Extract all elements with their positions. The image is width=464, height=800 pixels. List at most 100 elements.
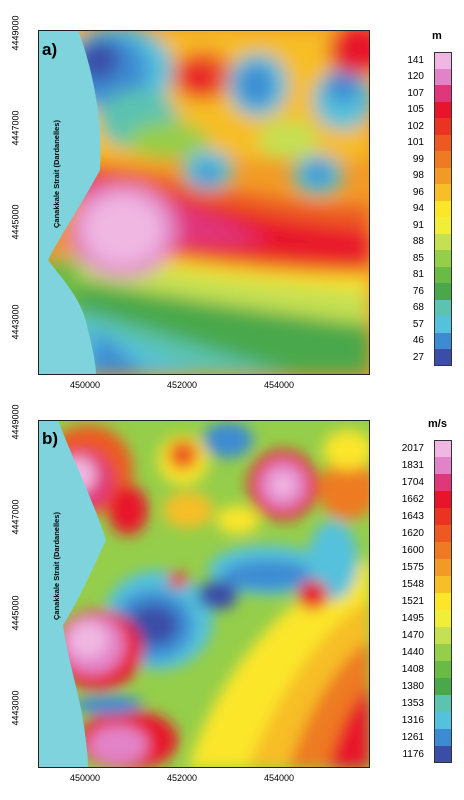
legend-color-swatch bbox=[434, 52, 452, 69]
legend-color-swatch bbox=[434, 695, 452, 712]
legend-value-label: 105 bbox=[407, 104, 424, 116]
legend-entry: 1316 bbox=[382, 712, 452, 729]
legend-value-label: 1353 bbox=[401, 698, 424, 709]
legend-entry: 101 bbox=[382, 134, 452, 151]
legend-entry: 1575 bbox=[382, 559, 452, 576]
legend-value-label: 1548 bbox=[401, 579, 424, 590]
legend-entry: 96 bbox=[382, 184, 452, 201]
legend-value-label: 88 bbox=[412, 236, 424, 248]
panel-letter-a: a) bbox=[42, 40, 58, 59]
legend-entry: 68 bbox=[382, 299, 452, 316]
legend-value-label: 81 bbox=[412, 269, 424, 281]
legend-entry: 1380 bbox=[382, 678, 452, 695]
legend-color-swatch bbox=[434, 283, 452, 300]
x-tick-label: 450000 bbox=[70, 380, 101, 390]
y-tick-label: 4445000 bbox=[10, 204, 21, 240]
y-tick-label: 4449000 bbox=[10, 404, 21, 440]
legend-color-swatch bbox=[434, 593, 452, 610]
contour-map-b bbox=[38, 420, 370, 768]
sea-area-a bbox=[38, 30, 101, 375]
legend-entry: 76 bbox=[382, 283, 452, 300]
y-tick-label: 4447000 bbox=[10, 110, 21, 146]
sea-area-b bbox=[38, 420, 106, 768]
legend-entry: 1548 bbox=[382, 576, 452, 593]
map-b bbox=[38, 420, 370, 768]
legend-entry: 98 bbox=[382, 167, 452, 184]
legend-color-swatch bbox=[434, 491, 452, 508]
legend-entry: 57 bbox=[382, 316, 452, 333]
legend-color-swatch bbox=[434, 508, 452, 525]
legend-b: m/s 2017 1831 1704 1662 1643 1620 1600 1575 1548… bbox=[382, 418, 452, 778]
y-tick-label: 4449000 bbox=[10, 15, 21, 51]
legend-colorbar-frame bbox=[434, 52, 452, 366]
legend-value-label: 102 bbox=[407, 120, 424, 132]
legend-color-swatch bbox=[434, 576, 452, 593]
legend-entry: 81 bbox=[382, 266, 452, 283]
legend-value-label: 1440 bbox=[401, 647, 424, 658]
legend-value-label: 85 bbox=[412, 252, 424, 264]
legend-value-label: 96 bbox=[412, 186, 424, 198]
y-tick-label: 4445000 bbox=[10, 595, 21, 631]
legend-color-swatch bbox=[434, 167, 452, 184]
strait-label-b: Çanakkale Strait (Dardanelles) bbox=[52, 512, 61, 620]
legend-entry: 1440 bbox=[382, 644, 452, 661]
legend-value-label: 57 bbox=[412, 318, 424, 330]
legend-value-label: 120 bbox=[407, 71, 424, 83]
legend-value-label: 107 bbox=[407, 87, 424, 99]
legend-entry: 2017 bbox=[382, 440, 452, 457]
legend-value-label: 1600 bbox=[401, 545, 424, 556]
panel-letter-b: b) bbox=[42, 429, 59, 448]
legend-entry: 85 bbox=[382, 250, 452, 267]
legend-value-label: 141 bbox=[407, 54, 424, 66]
legend-color-swatch bbox=[434, 184, 452, 201]
legend-color-swatch bbox=[434, 712, 452, 729]
legend-color-swatch bbox=[434, 729, 452, 746]
legend-color-swatch bbox=[434, 525, 452, 542]
legend-entry: 1831 bbox=[382, 457, 452, 474]
legend-entry: 1704 bbox=[382, 474, 452, 491]
legend-value-label: 2017 bbox=[401, 443, 424, 454]
legend-value-label: 1176 bbox=[402, 749, 424, 760]
legend-value-label: 1704 bbox=[401, 477, 424, 488]
legend-value-label: 1470 bbox=[401, 630, 424, 641]
panel-a: a) Çanakkale Strait (Dardanelles) 444900… bbox=[10, 15, 452, 390]
legend-entry: 1261 bbox=[382, 729, 452, 746]
legend-value-label: 1380 bbox=[401, 681, 424, 692]
y-tick-label: 4443000 bbox=[10, 690, 21, 726]
y-tick-label: 4447000 bbox=[10, 499, 21, 535]
legend-value-label: 1575 bbox=[401, 562, 424, 573]
legend-color-swatch bbox=[434, 118, 452, 135]
legend-entry: 46 bbox=[382, 332, 452, 349]
legend-value-label: 46 bbox=[412, 335, 424, 347]
legend-color-swatch bbox=[434, 678, 452, 695]
legend-unit-b: m/s bbox=[428, 418, 447, 430]
legend-color-swatch bbox=[434, 661, 452, 678]
legend-value-label: 101 bbox=[407, 137, 424, 149]
x-tick-label: 452000 bbox=[167, 380, 198, 390]
legend-a: m 141 120 107 105 102 101 99 98 96 94 91 88 85 81 76 68… bbox=[382, 30, 452, 380]
x-tick-label: 450000 bbox=[70, 773, 101, 783]
legend-color-swatch bbox=[434, 746, 452, 763]
y-tick-label: 4443000 bbox=[10, 304, 21, 340]
legend-color-swatch bbox=[434, 200, 452, 217]
legend-entry: 1620 bbox=[382, 525, 452, 542]
legend-value-label: 1620 bbox=[401, 528, 424, 539]
legend-color-swatch bbox=[434, 151, 452, 168]
map-a bbox=[38, 30, 370, 375]
legend-entry: 27 bbox=[382, 349, 452, 366]
legend-entry: 1643 bbox=[382, 508, 452, 525]
legend-color-swatch bbox=[434, 101, 452, 118]
legend-value-label: 1316 bbox=[401, 715, 424, 726]
legend-color-swatch bbox=[434, 299, 452, 316]
legend-color-swatch bbox=[434, 440, 452, 457]
legend-color-swatch bbox=[434, 542, 452, 559]
legend-colorbar-frame bbox=[434, 440, 452, 763]
legend-entry: 1408 bbox=[382, 661, 452, 678]
x-tick-label: 454000 bbox=[264, 380, 295, 390]
legend-color-swatch bbox=[434, 349, 452, 366]
panel-b: b) Çanakkale Strait (Dardanelles) 444900… bbox=[0, 395, 464, 800]
legend-color-swatch bbox=[434, 610, 452, 627]
legend-entry: 99 bbox=[382, 151, 452, 168]
legend-entry: 1521 bbox=[382, 593, 452, 610]
legend-color-swatch bbox=[434, 217, 452, 234]
